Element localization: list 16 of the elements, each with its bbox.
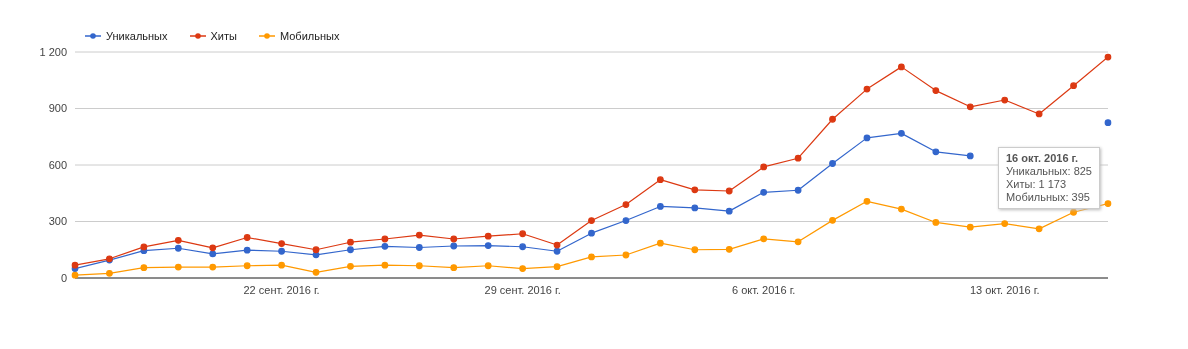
y-tick-label: 1 200 — [39, 45, 67, 58]
y-tick-label: 0 — [60, 271, 67, 284]
annotation: Уникальных: 825 — [1006, 165, 1092, 178]
y-tick-label: 300 — [48, 215, 67, 228]
annotation: Мобильных: 395 — [1006, 191, 1091, 204]
x-tick-label: 29 сент. 2016 г. — [484, 283, 561, 296]
y-tick-label: 600 — [48, 158, 67, 171]
annotation: 16 окт. 2016 г. — [1006, 152, 1080, 165]
x-tick-label: 6 окт. 2016 г. — [731, 283, 796, 296]
legend-label: Уникальных — [105, 30, 168, 42]
annotation: Хиты: 1 173 — [1006, 178, 1068, 191]
x-tick-label: 13 окт. 2016 г. — [969, 283, 1040, 296]
legend-label: Мобильных — [278, 30, 340, 42]
x-tick-label: 22 сент. 2016 г. — [243, 283, 320, 296]
y-tick-label: 900 — [48, 102, 67, 115]
legend-label: Хиты — [209, 30, 237, 42]
